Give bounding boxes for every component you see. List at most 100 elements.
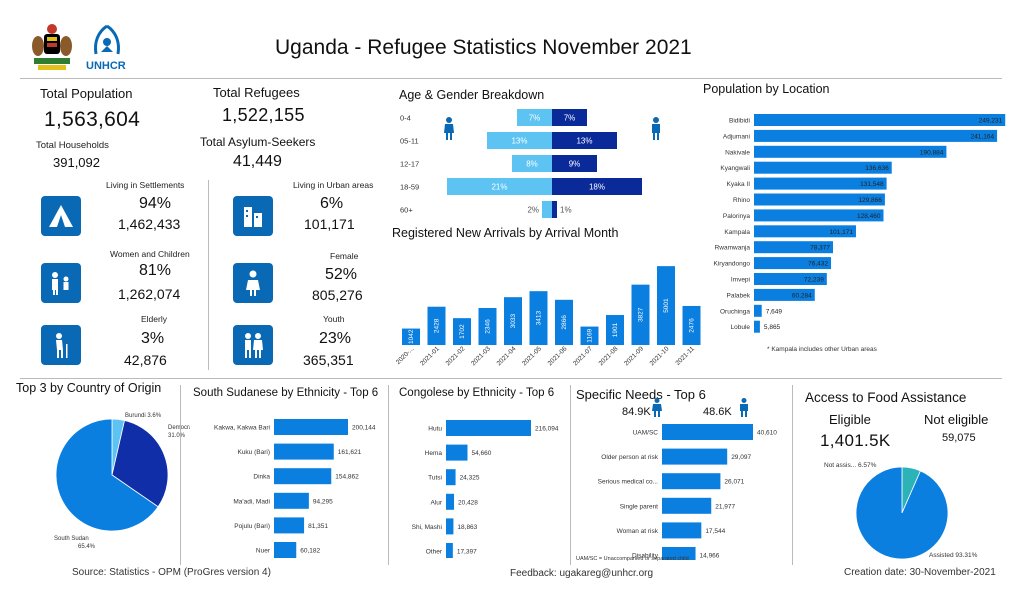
male-bar xyxy=(552,155,597,172)
male-bar xyxy=(552,132,617,149)
location-bar xyxy=(754,177,887,190)
ssd-data-label: 154,862 xyxy=(335,474,359,481)
male-figure-icon xyxy=(650,117,662,146)
ssd-tick-label: Dinka xyxy=(253,474,270,481)
congolese-tick-label: Hema xyxy=(425,450,443,457)
congolese-bar xyxy=(446,444,468,461)
arrival-tick-label: 2021-11 xyxy=(674,345,696,367)
arrival-tick-label: 2021-06 xyxy=(547,345,569,367)
arrival-tick-label: 2021-08 xyxy=(598,345,620,367)
location-data-label: 249,231 xyxy=(979,118,1003,125)
total-population-value: 1,563,604 xyxy=(44,108,141,131)
arrival-tick-label: 2021-07 xyxy=(572,345,594,367)
location-bar xyxy=(754,161,892,174)
footer-feedback: Feedback: ugakareg@unhcr.org xyxy=(510,568,654,579)
congolese-data-label: 24,325 xyxy=(460,475,480,482)
urban-value: 101,171 xyxy=(304,216,355,232)
arrival-bar xyxy=(555,299,573,345)
location-note: * Kampala includes other Urban areas xyxy=(767,346,877,353)
congolese-data-label: 54,660 xyxy=(472,450,492,457)
female-bar xyxy=(512,155,552,172)
female-data-label: 2% xyxy=(527,206,539,215)
specific-needs-tick-label: Disability xyxy=(632,553,659,560)
country-origin-chart: Burundi 3.6% Democratic... 31.0% South Suda… xyxy=(40,405,204,555)
divider-4 xyxy=(792,385,793,565)
congolese-tick-label: Hutu xyxy=(428,426,442,433)
male-data-label: 9% xyxy=(569,160,581,169)
pie-label-south-sudan: South Sudan xyxy=(54,536,89,542)
arrival-data-label: 5001 xyxy=(663,298,670,313)
elderly-icon xyxy=(41,325,81,365)
specific-needs-bar xyxy=(662,522,702,539)
arrival-tick-label: 2021-05 xyxy=(521,345,543,367)
male-data-label: 1% xyxy=(560,206,572,215)
male-data-label: 13% xyxy=(576,137,592,146)
arrival-bar xyxy=(631,284,650,345)
arrival-bar xyxy=(606,315,624,345)
elderly-value: 42,876 xyxy=(124,352,167,368)
food-title: Access to Food Assistance xyxy=(805,390,967,405)
location-bar xyxy=(754,304,762,317)
female-value: 805,276 xyxy=(312,287,363,303)
location-data-label: 101,171 xyxy=(829,229,853,236)
header-divider xyxy=(20,78,1002,79)
food-not-eligible-value: 59,075 xyxy=(942,432,976,444)
female-data-label: 7% xyxy=(529,114,541,123)
pie-label-burundi: Burundi 3.6% xyxy=(125,413,162,419)
location-tick-label: Palabek xyxy=(727,292,751,299)
divider-1 xyxy=(180,385,181,565)
location-data-label: 60,284 xyxy=(792,292,812,299)
pie-slice-assisted xyxy=(855,466,949,560)
arrival-bar xyxy=(580,326,599,345)
pie-slice-south-sudan xyxy=(55,418,159,532)
specific-needs-bar xyxy=(662,547,696,563)
male-bar xyxy=(552,201,557,218)
congolese-bar xyxy=(446,493,455,510)
specific-needs-data-label: 14,966 xyxy=(700,553,720,560)
congolese-tick-label: Tutsi xyxy=(428,475,442,482)
arrival-data-label: 2346 xyxy=(485,319,492,334)
settlements-value: 1,462,433 xyxy=(118,216,181,232)
location-chart: Bidibidi 249,231 Adjumani 241,164 Nakivale 19… xyxy=(700,112,1010,342)
arrival-bar xyxy=(529,291,548,345)
location-data-label: 7,649 xyxy=(766,308,783,315)
arrival-bar xyxy=(504,297,522,345)
food-not-eligible-label: Not eligible xyxy=(924,412,989,427)
ssd-data-label: 81,351 xyxy=(308,523,328,530)
congolese-bar xyxy=(446,543,453,559)
total-refugees-value: 1,522,155 xyxy=(222,105,305,125)
pie-label-democratic-pct: 31.0% xyxy=(168,433,186,439)
age-tick-label: 0-4 xyxy=(400,114,411,123)
arrival-bar xyxy=(657,266,675,345)
specific-needs-chart: UAM/SC 40,610 Older person at risk 29,097 Se… xyxy=(574,420,794,563)
arrival-data-label: 3033 xyxy=(510,313,517,328)
congolese-data-label: 20,428 xyxy=(458,499,478,506)
specific-needs-tick-label: Woman at risk xyxy=(617,528,659,535)
kpi-divider xyxy=(208,180,209,370)
settlements-pct: 94% xyxy=(139,195,172,212)
location-bar xyxy=(754,288,815,301)
arrival-data-label: 1702 xyxy=(459,324,466,339)
specific-needs-tick-label: Serious medical co... xyxy=(598,479,659,486)
total-households-value: 391,092 xyxy=(53,155,100,170)
pie-label-south-sudan-pct: 65.4% xyxy=(78,544,96,550)
arrival-bar xyxy=(453,318,471,345)
congolese-tick-label: Other xyxy=(426,549,443,556)
male-data-label: 7% xyxy=(564,114,576,123)
settlements-label: Living in Settlements xyxy=(106,180,185,190)
congolese-data-label: 18,863 xyxy=(457,524,477,531)
youth-icon xyxy=(233,325,273,365)
total-asylum-value: 41,449 xyxy=(233,153,282,170)
food-eligible-value: 1,401.5K xyxy=(820,431,891,450)
arrival-data-label: 3827 xyxy=(638,307,645,322)
ssd-data-label: 200,144 xyxy=(352,425,376,432)
location-tick-label: Nakivale xyxy=(725,149,750,156)
location-title: Population by Location xyxy=(703,82,830,96)
male-bar xyxy=(552,178,642,195)
age-tick-label: 18-59 xyxy=(400,183,419,192)
ssd-bar xyxy=(274,419,348,435)
specific-needs-female-icon xyxy=(652,398,662,423)
location-tick-label: Kyangwali xyxy=(720,165,750,172)
female-icon xyxy=(233,263,273,303)
total-refugees-label: Total Refugees xyxy=(213,85,300,100)
